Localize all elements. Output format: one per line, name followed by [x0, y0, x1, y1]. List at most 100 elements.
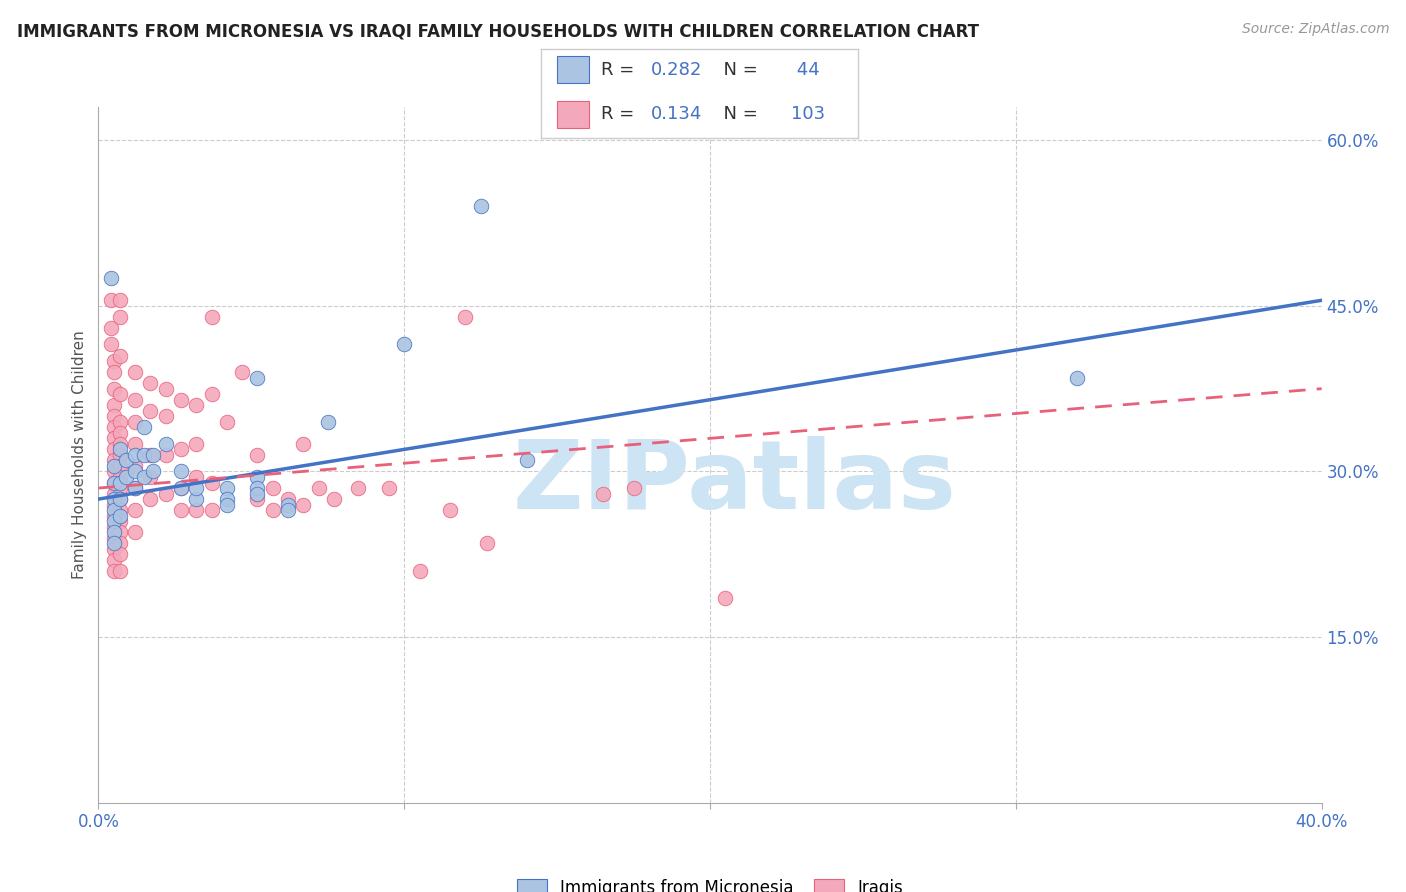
Point	[200, 310, 222, 324]
Point	[103, 475, 125, 490]
Point	[124, 481, 146, 495]
Point	[439, 503, 461, 517]
Point	[108, 448, 131, 462]
Point	[155, 409, 177, 424]
Point	[170, 442, 193, 457]
Point	[108, 387, 131, 401]
Text: N =: N =	[713, 105, 763, 123]
Point	[246, 370, 269, 384]
Text: 0.134: 0.134	[651, 105, 702, 123]
Point	[124, 503, 146, 517]
Point	[134, 420, 156, 434]
Point	[186, 503, 208, 517]
Point	[115, 453, 138, 467]
Point	[1066, 370, 1088, 384]
Point	[103, 531, 125, 545]
Point	[262, 503, 284, 517]
Point	[103, 398, 125, 412]
Point	[108, 492, 131, 507]
Point	[246, 448, 269, 462]
Point	[277, 492, 299, 507]
Point	[215, 415, 238, 429]
Point	[186, 492, 208, 507]
Point	[139, 376, 162, 391]
Point	[103, 508, 125, 523]
Point	[308, 481, 330, 495]
Point	[200, 387, 222, 401]
Point	[134, 448, 156, 462]
Point	[170, 503, 193, 517]
Point	[246, 486, 269, 500]
Point	[103, 475, 125, 490]
Point	[124, 481, 146, 495]
Point	[215, 492, 238, 507]
Legend: Immigrants from Micronesia, Iraqis: Immigrants from Micronesia, Iraqis	[509, 871, 911, 892]
Point	[316, 415, 339, 429]
Text: 103: 103	[792, 105, 825, 123]
Point	[124, 525, 146, 540]
Point	[108, 425, 131, 440]
Point	[170, 465, 193, 479]
Point	[108, 442, 131, 457]
Point	[347, 481, 370, 495]
Point	[475, 536, 498, 550]
Point	[115, 470, 138, 484]
Text: Source: ZipAtlas.com: Source: ZipAtlas.com	[1241, 22, 1389, 37]
Point	[103, 382, 125, 396]
Point	[262, 481, 284, 495]
Point	[103, 514, 125, 528]
FancyBboxPatch shape	[557, 56, 589, 83]
Point	[155, 382, 177, 396]
Point	[292, 498, 315, 512]
Point	[470, 199, 492, 213]
Point	[142, 448, 165, 462]
Point	[277, 498, 299, 512]
Point	[108, 492, 131, 507]
Point	[103, 458, 125, 473]
Point	[103, 503, 125, 517]
Text: N =: N =	[713, 62, 763, 79]
Point	[103, 498, 125, 512]
Point	[322, 492, 344, 507]
Point	[100, 271, 122, 285]
Point	[186, 437, 208, 451]
Point	[100, 321, 122, 335]
Text: IMMIGRANTS FROM MICRONESIA VS IRAQI FAMILY HOUSEHOLDS WITH CHILDREN CORRELATION : IMMIGRANTS FROM MICRONESIA VS IRAQI FAMI…	[17, 22, 979, 40]
Point	[516, 453, 538, 467]
Point	[246, 470, 269, 484]
Point	[623, 481, 645, 495]
Point	[139, 470, 162, 484]
Y-axis label: Family Households with Children: Family Households with Children	[72, 331, 87, 579]
Point	[200, 475, 222, 490]
Point	[103, 492, 125, 507]
Point	[124, 448, 146, 462]
Point	[108, 503, 131, 517]
Point	[139, 492, 162, 507]
Point	[124, 365, 146, 379]
Point	[103, 365, 125, 379]
Point	[215, 481, 238, 495]
Text: 0.282: 0.282	[651, 62, 702, 79]
Point	[124, 392, 146, 407]
Point	[108, 458, 131, 473]
Point	[186, 398, 208, 412]
Point	[142, 465, 165, 479]
Point	[108, 415, 131, 429]
Point	[103, 564, 125, 578]
Point	[108, 525, 131, 540]
Point	[200, 503, 222, 517]
Point	[103, 486, 125, 500]
Point	[124, 458, 146, 473]
Point	[108, 437, 131, 451]
Point	[103, 420, 125, 434]
Point	[100, 337, 122, 351]
Point	[103, 541, 125, 556]
Point	[108, 349, 131, 363]
Point	[108, 547, 131, 561]
Point	[155, 437, 177, 451]
Point	[103, 409, 125, 424]
Point	[246, 492, 269, 507]
Point	[170, 481, 193, 495]
Point	[108, 475, 131, 490]
Point	[103, 525, 125, 540]
